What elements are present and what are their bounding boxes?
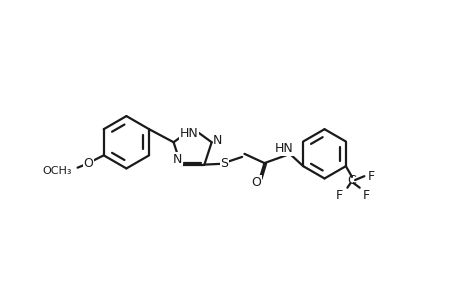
Text: F: F	[367, 170, 374, 183]
Text: S: S	[220, 157, 228, 169]
Text: HN: HN	[274, 142, 293, 155]
Text: OCH₃: OCH₃	[42, 166, 71, 176]
Text: F: F	[335, 189, 342, 202]
Text: N: N	[213, 134, 222, 147]
Text: O: O	[251, 176, 260, 189]
Text: C: C	[347, 173, 356, 187]
Text: O: O	[83, 157, 93, 169]
Text: N: N	[173, 153, 182, 166]
Text: F: F	[362, 189, 369, 202]
Text: HN: HN	[179, 127, 198, 140]
